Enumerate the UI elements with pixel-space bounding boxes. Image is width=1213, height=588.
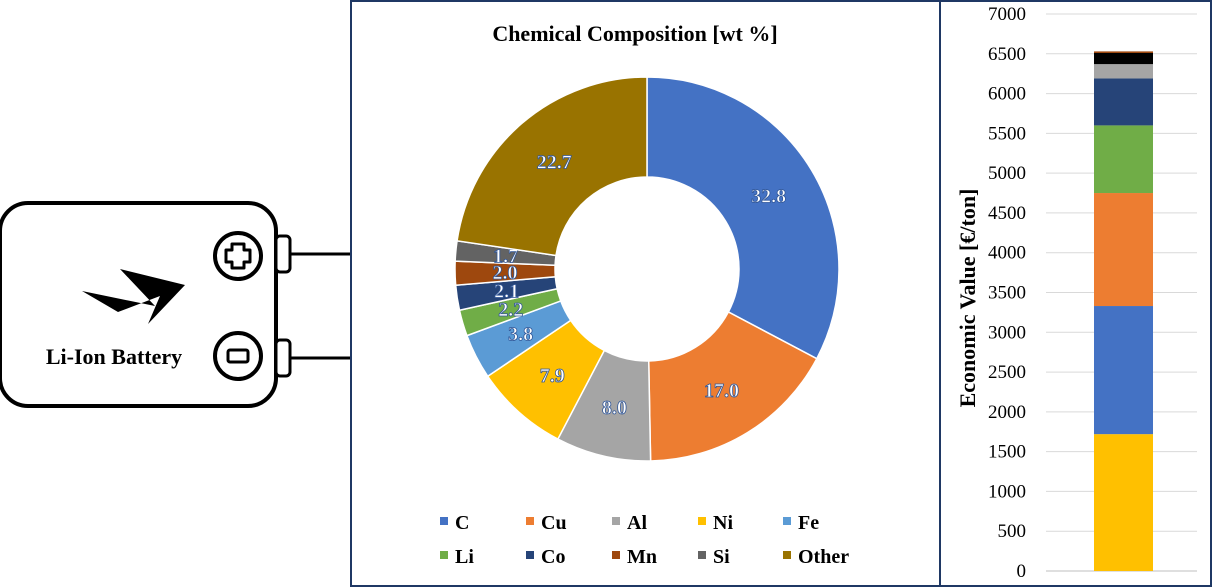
bar-y-tick-label: 3500 [988,283,1026,304]
legend-label-ni: Ni [713,512,733,534]
legend-swatch-si [698,551,706,559]
bar-y-tick-label: 1500 [988,442,1026,463]
stacked-bar-segment-6 [1094,64,1153,79]
legend-swatch-ni [698,517,706,525]
donut-data-label-si: 1.7 [493,246,518,268]
legend-label-mn: Mn [627,546,657,568]
stacked-bar-segment-7 [1094,52,1153,65]
legend-label-co: Co [541,546,565,568]
bar-y-axis-label: Economic Value [€/ton] [955,189,980,408]
stacked-bar-segment-2 [1094,306,1153,435]
legend-label-cu: Cu [541,512,567,534]
legend-swatch-fe [783,517,791,525]
stacked-bar-chart: 0 500 1000 1500 2000 2500 3000 3500 4000 4500 5000… [988,4,1197,582]
bar-y-tick-label: 4500 [988,203,1026,224]
donut-data-label-mn: 2.0 [493,262,518,284]
stacked-bar-segment-3 [1094,193,1153,307]
legend-label-c: C [455,512,469,534]
donut-slice-c [646,76,840,360]
bar-panel-frame [939,0,1212,587]
legend-swatch-mn [612,551,620,559]
battery-body [0,201,278,408]
donut-legend: C Cu Al Ni Fe Li Co Mn Si Other [440,512,849,568]
stacked-bar-segment-8 [1094,51,1153,53]
donut-slice-cu [647,310,818,462]
legend-swatch-li [440,551,448,559]
bar-y-tick-label: 4000 [988,243,1026,264]
legend-label-al: Al [627,512,647,534]
bar-y-tick-label: 500 [998,521,1027,542]
donut-data-label-c: 32.8 [751,186,786,208]
bar-y-tick-label: 3000 [988,322,1026,343]
stacked-bar-segment-1 [1094,434,1153,571]
bar-y-tick-label: 1000 [988,481,1026,502]
legend-swatch-other [783,551,791,559]
legend-label-fe: Fe [798,512,819,534]
battery-negative-terminal [274,338,292,378]
bar-y-tick-label: 7000 [988,4,1026,25]
donut-data-label-fe: 3.8 [508,324,533,346]
legend-label-li: Li [455,546,474,568]
bar-y-tick-label: 2500 [988,362,1026,383]
legend-label-si: Si [713,546,730,568]
legend-swatch-c [440,517,448,525]
bar-y-tick-label: 5000 [988,163,1026,184]
battery-positive-terminal [274,234,292,274]
bar-y-tick-label: 6000 [988,84,1026,105]
donut-data-label-other: 22.7 [537,151,572,173]
donut-chart: 32.8 17.0 8.0 7.9 3.8 2.22.12.01.7 22.7 [454,76,840,462]
legend-swatch-cu [526,517,534,525]
donut-data-label-li: 2.2 [498,299,523,321]
battery-graphic: Li-Ion Battery [0,201,351,408]
bar-y-tick-label: 2000 [988,402,1026,423]
battery-label: Li-Ion Battery [46,344,182,369]
donut-chart-title: Chemical Composition [wt %] [492,21,777,46]
bar-y-tick-label: 0 [1017,561,1027,582]
lightning-bolt-icon [82,269,185,324]
donut-slice-other [456,76,648,257]
legend-swatch-co [526,551,534,559]
donut-data-label-cu: 17.0 [704,380,739,402]
legend-swatch-al [612,517,620,525]
donut-data-label-co: 2.1 [494,280,519,302]
bar-y-tick-label: 5500 [988,123,1026,144]
bar-y-tick-label: 6500 [988,44,1026,65]
donut-data-label-al: 8.0 [602,397,627,419]
donut-data-label-ni: 7.9 [540,365,565,387]
minus-icon [213,331,263,381]
legend-label-other: Other [798,546,849,568]
stacked-bar-segment-5 [1094,78,1153,126]
plus-icon [213,231,263,281]
stacked-bar-segment-4 [1094,125,1153,194]
